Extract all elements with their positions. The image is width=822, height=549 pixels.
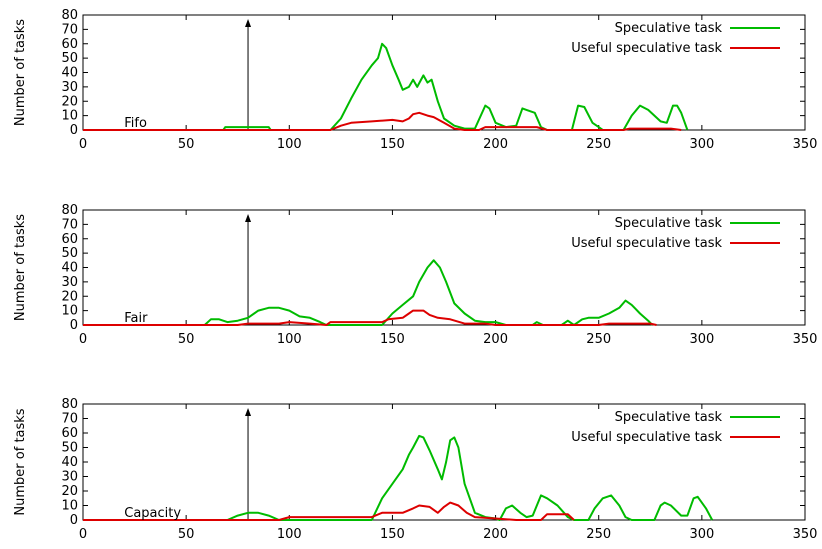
x-tick-label: 100 [277,527,302,542]
series-line-useful-speculative [83,501,575,521]
x-tick-label: 0 [79,527,87,542]
y-tick-label: 70 [61,217,78,232]
x-tick-label: 200 [483,332,508,347]
legend-label: Useful speculative task [571,236,722,251]
x-tick-label: 50 [178,527,195,542]
y-tick-label: 10 [61,304,78,319]
y-tick-label: 50 [61,246,78,261]
y-axis-label: Number of tasks [13,214,28,321]
y-tick-label: 20 [61,289,78,304]
y-tick-label: 70 [61,412,78,427]
x-tick-label: 200 [483,527,508,542]
y-tick-label: 0 [70,318,78,333]
x-tick-label: 350 [793,137,818,152]
y-tick-label: 40 [61,455,78,470]
x-tick-label: 0 [79,137,87,152]
legend-label: Useful speculative task [571,41,722,56]
x-tick-label: 250 [586,332,611,347]
y-tick-label: 80 [61,203,78,218]
series-line-speculative [83,259,654,326]
panel-annotation: Fair [124,311,148,326]
x-tick-label: 150 [380,332,405,347]
y-tick-label: 60 [61,37,78,52]
y-tick-label: 30 [61,275,78,290]
x-tick-label: 50 [178,137,195,152]
y-tick-label: 30 [61,470,78,485]
panel-annotation: Capacity [124,506,181,521]
x-tick-label: 150 [380,527,405,542]
y-tick-label: 60 [61,232,78,247]
x-tick-label: 100 [277,137,302,152]
legend-label: Speculative task [615,410,723,425]
y-tick-label: 10 [61,109,78,124]
x-tick-label: 300 [689,527,714,542]
y-tick-label: 60 [61,426,78,441]
y-tick-label: 50 [61,441,78,456]
y-tick-label: 40 [61,66,78,81]
y-tick-label: 0 [70,513,78,528]
x-tick-label: 350 [793,527,818,542]
y-axis-label: Number of tasks [13,408,28,515]
y-tick-label: 0 [70,123,78,138]
x-tick-label: 150 [380,137,405,152]
y-tick-label: 40 [61,261,78,276]
marker-arrowhead [245,19,252,27]
y-axis-label: Number of tasks [13,19,28,126]
y-tick-label: 20 [61,484,78,499]
marker-arrowhead [245,214,252,222]
series-line-speculative [83,42,689,131]
legend-label: Speculative task [615,216,723,231]
series-line-useful-speculative [83,111,682,131]
x-tick-label: 300 [689,137,714,152]
x-tick-label: 350 [793,332,818,347]
legend-label: Useful speculative task [571,430,722,445]
y-tick-label: 10 [61,499,78,514]
marker-arrowhead [245,408,252,416]
y-tick-label: 70 [61,22,78,37]
panel-annotation: Fifo [124,116,147,131]
x-tick-label: 0 [79,332,87,347]
x-tick-label: 50 [178,332,195,347]
y-tick-label: 50 [61,51,78,66]
x-tick-label: 250 [586,137,611,152]
series-line-useful-speculative [83,309,657,326]
x-tick-label: 300 [689,332,714,347]
y-tick-label: 30 [61,80,78,95]
x-tick-label: 250 [586,527,611,542]
y-tick-label: 80 [61,8,78,23]
y-tick-label: 80 [61,397,78,412]
legend-label: Speculative task [615,21,723,36]
series-line-speculative [83,434,714,521]
x-tick-label: 100 [277,332,302,347]
x-tick-label: 200 [483,137,508,152]
y-tick-label: 20 [61,94,78,109]
